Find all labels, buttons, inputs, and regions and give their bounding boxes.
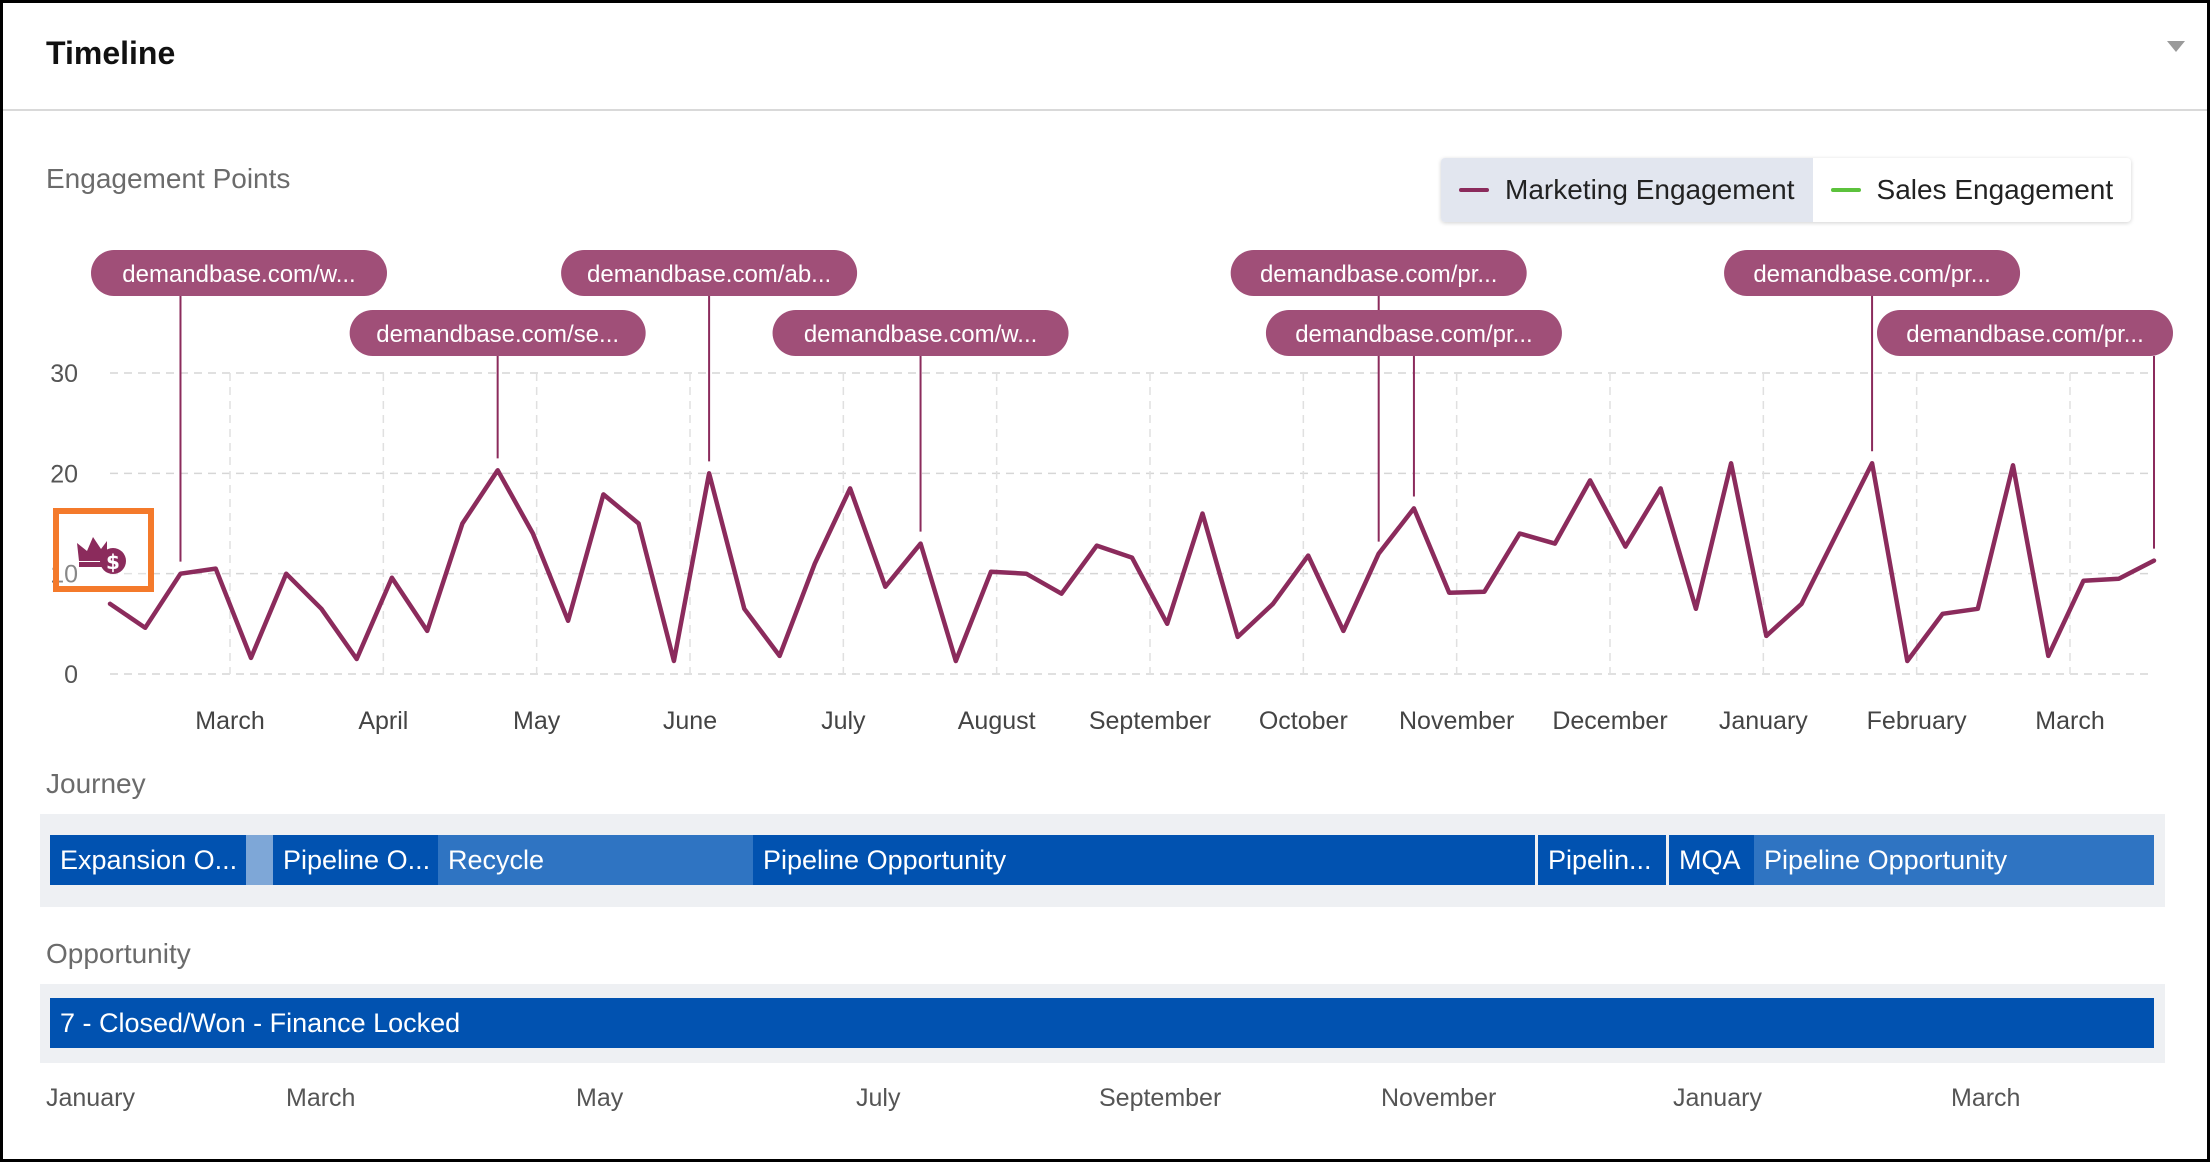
annotation-pill bbox=[1265, 310, 1562, 356]
chart-legend: Marketing Engagement Sales Engagement bbox=[1441, 158, 2131, 222]
panel-header[interactable]: Timeline bbox=[3, 3, 2207, 111]
opportunity-track: 7 - Closed/Won - Finance Locked bbox=[40, 984, 2165, 1063]
x-tick-label: January bbox=[1719, 707, 1808, 735]
annotation-pill bbox=[91, 250, 387, 296]
journey-gap bbox=[246, 835, 273, 885]
journey-stage[interactable]: MQA bbox=[1669, 835, 1754, 885]
x-tick-label: March bbox=[2035, 707, 2104, 735]
journey-track: Expansion O... Pipeline O... Recycle Pip… bbox=[40, 814, 2165, 907]
bottom-axis-label: July bbox=[856, 1084, 901, 1112]
annotation-label: demandbase.com/pr... bbox=[1260, 261, 1497, 288]
x-tick-label: June bbox=[663, 707, 717, 735]
opportunity-label: Opportunity bbox=[46, 938, 191, 969]
x-tick-label: March bbox=[195, 707, 264, 735]
bottom-axis-label: January bbox=[46, 1084, 135, 1112]
bottom-axis-label: January bbox=[1673, 1084, 1762, 1112]
x-tick-label: October bbox=[1259, 707, 1348, 735]
annotation-pill bbox=[561, 250, 858, 296]
bottom-axis-label: November bbox=[1381, 1084, 1497, 1112]
journey-stage[interactable]: Expansion O... bbox=[50, 835, 246, 885]
annotation-label: demandbase.com/w... bbox=[122, 261, 355, 288]
svg-text:$: $ bbox=[106, 550, 120, 574]
x-tick-label: April bbox=[358, 707, 408, 735]
crown-dollar-icon: $ bbox=[77, 537, 126, 574]
annotation-label: demandbase.com/se... bbox=[376, 321, 619, 348]
marketing-engagement-line bbox=[107, 461, 2157, 664]
annotation-label: demandbase.com/pr... bbox=[1906, 321, 2143, 348]
journey-stage[interactable]: Pipeline Opportunity bbox=[753, 835, 1535, 885]
chevron-down-icon[interactable] bbox=[2167, 41, 2185, 52]
y-tick-label: 30 bbox=[50, 360, 78, 388]
x-tick-label: August bbox=[958, 707, 1036, 735]
journey-stage[interactable]: Recycle bbox=[438, 835, 753, 885]
annotation-label: demandbase.com/w... bbox=[804, 321, 1037, 348]
journey-label: Journey bbox=[46, 768, 146, 799]
x-tick-label: December bbox=[1552, 707, 1667, 735]
opportunity-stage[interactable]: 7 - Closed/Won - Finance Locked bbox=[50, 998, 2154, 1048]
engagement-label: Engagement Points bbox=[46, 163, 291, 194]
x-tick-label: February bbox=[1867, 707, 1968, 735]
annotation-pill bbox=[349, 310, 646, 356]
bottom-axis-label: March bbox=[286, 1084, 356, 1112]
annotation-label: demandbase.com/ab... bbox=[587, 261, 831, 288]
x-tick-label: November bbox=[1399, 707, 1514, 735]
legend-label-marketing: Marketing Engagement bbox=[1505, 174, 1795, 205]
x-tick-label: September bbox=[1089, 707, 1211, 735]
annotation-pill bbox=[1724, 250, 2021, 296]
legend-sales-engagement[interactable]: Sales Engagement bbox=[1813, 158, 2132, 222]
annotation-pill bbox=[772, 310, 1069, 356]
annotation-label: demandbase.com/pr... bbox=[1295, 321, 1532, 348]
annotation-pill bbox=[1230, 250, 1527, 296]
journey-stage[interactable]: Pipelin... bbox=[1538, 835, 1666, 885]
y-tick-label: 20 bbox=[50, 460, 78, 488]
bottom-axis-label: September bbox=[1099, 1084, 1222, 1112]
y-tick-label: 0 bbox=[64, 661, 78, 689]
x-tick-label: May bbox=[513, 707, 561, 735]
x-tick-label: July bbox=[821, 707, 866, 735]
annotation-pill bbox=[1877, 310, 2173, 356]
bottom-axis-label: March bbox=[1951, 1084, 2021, 1112]
legend-swatch-marketing bbox=[1459, 188, 1489, 192]
legend-label-sales: Sales Engagement bbox=[1876, 174, 2114, 205]
journey-stage[interactable]: Pipeline Opportunity bbox=[1754, 835, 2154, 885]
bottom-axis-label: May bbox=[576, 1084, 624, 1112]
journey-stage[interactable]: Pipeline O... bbox=[273, 835, 438, 885]
panel-title: Timeline bbox=[46, 35, 176, 71]
legend-marketing-engagement[interactable]: Marketing Engagement bbox=[1441, 158, 1813, 222]
annotation-label: demandbase.com/pr... bbox=[1753, 261, 1990, 288]
legend-swatch-sales bbox=[1830, 188, 1861, 192]
